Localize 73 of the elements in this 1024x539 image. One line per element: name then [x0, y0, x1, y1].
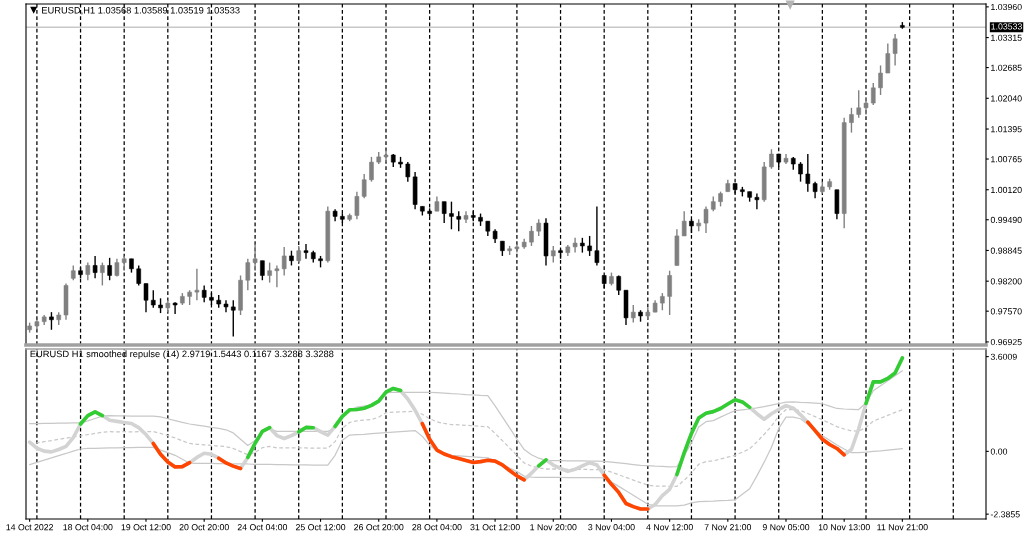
candlestick [143, 282, 149, 313]
candlestick [354, 190, 360, 220]
x-tick-label: 26 Oct 20:00 [354, 524, 404, 531]
candlestick [274, 264, 280, 289]
candlestick [245, 258, 251, 291]
x-tick-label: 20 Oct 20:00 [179, 524, 229, 531]
candlestick [856, 89, 862, 119]
candlestick [878, 64, 883, 96]
x-tick-label: 31 Oct 12:00 [470, 524, 520, 531]
candlestick [361, 173, 367, 200]
x-tick-label: 19 Oct 12:00 [121, 524, 171, 531]
y-tick-label: 1.03315 [991, 34, 1022, 41]
candlestick [754, 192, 760, 210]
x-tick-label: 14 Oct 2022 [6, 524, 54, 531]
candlestick [92, 255, 98, 280]
candlestick [798, 161, 803, 183]
y-tick-label: 0.98200 [990, 278, 1022, 285]
chart-title: EURUSD,H1 1.03568 1.03589 1.03519 1.03533 [42, 6, 240, 15]
candlestick [769, 148, 774, 170]
candlestick [885, 42, 891, 74]
x-tick-label: 10 Nov 13:00 [818, 524, 870, 531]
candlestick [281, 246, 287, 277]
x-tick-label: 3 Nov 04:00 [588, 524, 635, 531]
x-tick-label: 11 Nov 21:00 [877, 524, 928, 531]
y-tick-label: 3.6009 [990, 353, 1017, 360]
candlestick [849, 107, 854, 134]
x-tick-label: 1 Nov 20:00 [530, 524, 577, 531]
candlestick [107, 257, 112, 281]
y-tick-label: 1.01395 [991, 126, 1022, 133]
candlestick [267, 261, 272, 284]
x-tick-label: 18 Oct 04:00 [63, 524, 113, 531]
y-tick-label: 0.00 [990, 448, 1008, 455]
candlestick [681, 210, 687, 237]
x-tick-label: 28 Oct 04:00 [412, 524, 462, 531]
candlestick [369, 156, 374, 183]
candlestick [870, 82, 876, 106]
candlestick [594, 205, 600, 267]
y-tick-label: 0.96925 [990, 338, 1022, 346]
y-tick-label: 1.00120 [991, 186, 1022, 193]
chart-title: EURUSD H1 smoothed repulse (14) 2.9719 1.5443 0.1167 3.3288 3.3288 [30, 350, 334, 360]
candlestick [456, 210, 462, 232]
candlestick [230, 299, 236, 338]
candlestick [136, 264, 142, 287]
y-tick-label: 1.03960 [991, 3, 1022, 11]
candlestick [587, 235, 592, 257]
candlestick [667, 270, 672, 316]
y-tick-label: 0.97570 [990, 308, 1022, 315]
x-tick-label: 9 Nov 05:00 [762, 524, 810, 531]
x-tick-label: 25 Oct 12:00 [295, 524, 346, 531]
candlestick [616, 274, 622, 296]
candlestick [172, 301, 178, 315]
candlestick [449, 200, 454, 230]
candlestick [303, 243, 309, 260]
candlestick [805, 153, 811, 193]
y-tick-label: 1.02685 [991, 64, 1022, 71]
y-tick-label: 1.00765 [991, 156, 1022, 163]
candlestick [405, 161, 411, 183]
ref-line-label: 1.03533 [991, 23, 1022, 30]
candlestick [529, 225, 534, 247]
y-tick-label: -2.3855 [990, 511, 1020, 518]
x-tick-label: 24 Oct 04:00 [237, 524, 288, 531]
candlestick [100, 261, 105, 287]
x-tick-label: 7 Nov 21:00 [704, 524, 752, 531]
candlestick [703, 205, 709, 234]
candlestick [260, 260, 265, 281]
x-tick-label: 4 Nov 12:00 [646, 524, 693, 531]
y-tick-label: 1.02040 [991, 95, 1022, 102]
y-tick-label: 0.99490 [990, 216, 1022, 223]
candlestick [194, 268, 200, 301]
candlestick [441, 200, 447, 224]
candlestick [834, 189, 840, 220]
y-tick-label: 0.98845 [990, 247, 1022, 254]
candlestick [892, 33, 898, 67]
